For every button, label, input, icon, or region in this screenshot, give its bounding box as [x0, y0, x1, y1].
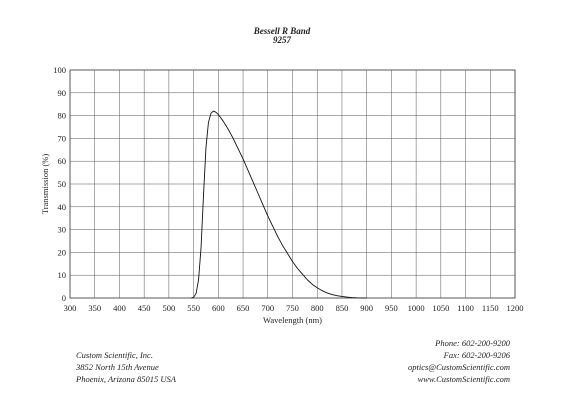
city-address: Phoenix, Arizona 85015 USA — [76, 374, 176, 384]
email-address: optics@CustomScientific.com — [407, 362, 510, 372]
company-contact: Phone: 602-200-9200 Fax: 602-200-9206 op… — [408, 337, 510, 385]
website-url: www.CustomScientific.com — [417, 374, 510, 384]
x-tick-label: 1200 — [507, 303, 524, 313]
x-tick-label: 650 — [237, 303, 250, 313]
company-address: Custom Scientific, Inc. 3852 North 15th … — [76, 349, 176, 385]
x-tick-label: 800 — [311, 303, 324, 313]
x-tick-label: 950 — [385, 303, 398, 313]
y-tick-label: 20 — [58, 247, 67, 257]
y-tick-label: 90 — [58, 88, 67, 98]
x-tick-label: 600 — [212, 303, 225, 313]
y-tick-label: 100 — [53, 65, 66, 75]
x-tick-label: 450 — [138, 303, 151, 313]
x-tick-label: 700 — [261, 303, 274, 313]
x-tick-label: 400 — [113, 303, 126, 313]
y-tick-label: 0 — [62, 293, 66, 303]
y-tick-label: 60 — [58, 156, 67, 166]
x-tick-label: 750 — [286, 303, 299, 313]
y-tick-label: 40 — [58, 202, 67, 212]
y-tick-label: 50 — [58, 179, 67, 189]
chart-title: Bessell R Band — [253, 26, 311, 36]
x-tick-label: 1150 — [482, 303, 499, 313]
x-axis-label: Wavelength (nm) — [263, 315, 322, 325]
x-tick-label: 550 — [187, 303, 200, 313]
y-axis-label: Transmission (%) — [40, 154, 50, 215]
x-tick-label: 900 — [360, 303, 373, 313]
x-tick-label: 500 — [163, 303, 176, 313]
transmission-curve — [191, 110, 367, 299]
x-tick-label: 350 — [88, 303, 101, 313]
phone-number: Phone: 602-200-9200 — [435, 338, 510, 348]
x-tick-label: 850 — [336, 303, 349, 313]
x-tick-label: 1000 — [408, 303, 425, 313]
x-tick-label: 300 — [64, 303, 77, 313]
y-tick-label: 80 — [58, 111, 67, 121]
company-name: Custom Scientific, Inc. — [76, 350, 153, 360]
y-tick-label: 30 — [58, 225, 67, 235]
y-tick-label: 70 — [58, 133, 67, 143]
street-address: 3852 North 15th Avenue — [76, 362, 159, 372]
x-tick-label: 1050 — [432, 303, 449, 313]
x-tick-label: 1100 — [457, 303, 474, 313]
fax-number: Fax: 602-200-9206 — [443, 350, 510, 360]
y-tick-label: 10 — [58, 270, 67, 280]
chart-subtitle: 9257 — [273, 35, 291, 45]
